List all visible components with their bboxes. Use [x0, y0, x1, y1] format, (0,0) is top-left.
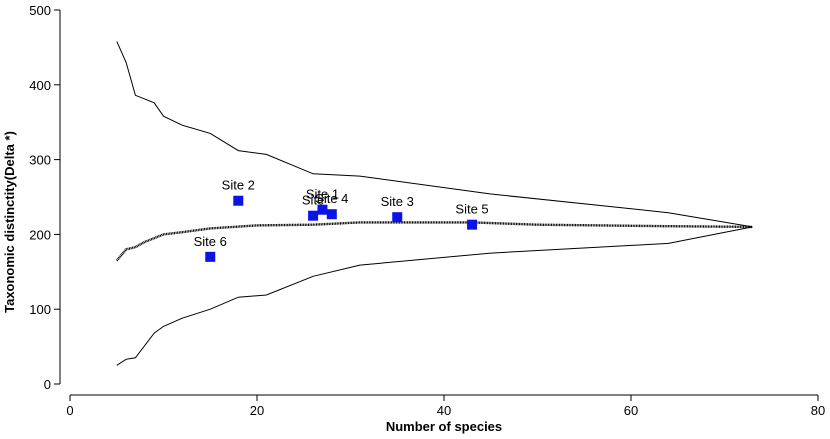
site-point	[233, 195, 244, 206]
site-label: Site 5	[455, 202, 488, 217]
site-label: Site 3	[381, 194, 414, 209]
site-label: Site 4	[315, 191, 348, 206]
y-tick-label: 200	[29, 227, 51, 242]
lower-confidence-line	[116, 226, 753, 366]
site-label: Site 2	[222, 178, 255, 193]
site-point	[205, 251, 216, 262]
mean-line	[115, 221, 753, 262]
site-points	[205, 195, 478, 262]
y-tick-label: 400	[29, 78, 51, 93]
site-point	[317, 204, 328, 215]
funnel-lines	[115, 41, 753, 366]
x-tick-label: 80	[811, 403, 825, 418]
x-tick-label: 20	[250, 403, 264, 418]
x-tick-label: 60	[624, 403, 638, 418]
y-axis: 0 100 200 300 400 500	[29, 3, 61, 392]
upper-confidence-line	[116, 41, 753, 228]
site-point	[308, 210, 319, 221]
x-tick-label: 0	[66, 403, 73, 418]
site-labels: Site 1 Site 2 Site 3 Site 4 Site 5 Site 6 Site	[194, 178, 489, 249]
y-tick-label: 100	[29, 302, 51, 317]
y-axis-title: Taxonomic distinctity(Delta *)	[2, 131, 17, 313]
y-tick-label: 500	[29, 3, 51, 18]
x-axis: 0 20 40 60 80	[66, 394, 825, 418]
site-label: Site 1	[306, 187, 339, 202]
y-tick-label: 0	[44, 377, 51, 392]
site-label: Site 6	[194, 234, 227, 249]
site-point	[392, 212, 403, 223]
site-point	[326, 209, 337, 220]
site-point	[467, 219, 478, 230]
site-label: Site	[302, 193, 324, 208]
y-tick-label: 300	[29, 153, 51, 168]
x-axis-title: Number of species	[386, 419, 502, 434]
x-tick-label: 40	[437, 403, 451, 418]
